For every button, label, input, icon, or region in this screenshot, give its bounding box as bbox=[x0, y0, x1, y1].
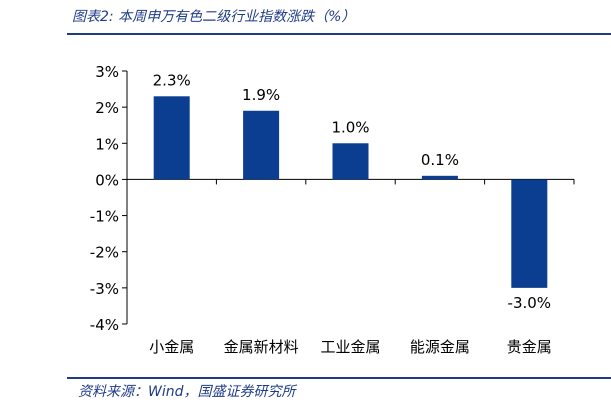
data-label: -3.0% bbox=[508, 294, 552, 312]
bar bbox=[511, 179, 548, 288]
data-label: 2.3% bbox=[153, 71, 191, 89]
y-tick-label: -3% bbox=[90, 280, 119, 298]
category-label: 金属新材料 bbox=[224, 338, 299, 356]
category-label: 贵金属 bbox=[507, 338, 552, 356]
y-tick-label: 0% bbox=[95, 171, 119, 189]
y-tick-label: 3% bbox=[95, 63, 119, 81]
bar bbox=[332, 143, 369, 180]
bar bbox=[421, 175, 458, 180]
chart-bars bbox=[153, 96, 548, 288]
y-tick-label: 2% bbox=[95, 99, 119, 117]
y-tick-label: -1% bbox=[90, 208, 119, 226]
bar bbox=[243, 110, 280, 180]
category-label: 小金属 bbox=[149, 338, 194, 356]
data-label: 0.1% bbox=[421, 151, 459, 169]
bottom-rule bbox=[67, 377, 611, 379]
data-label: 1.0% bbox=[331, 118, 369, 136]
top-rule bbox=[67, 33, 611, 35]
category-label: 能源金属 bbox=[410, 338, 470, 356]
source-note: 资料来源：Wind，国盛证券研究所 bbox=[78, 384, 296, 400]
y-tick-label: -4% bbox=[90, 316, 119, 334]
figure-title: 图表2: 本周申万有色二级行业指数涨跌（%） bbox=[72, 9, 356, 25]
category-label: 工业金属 bbox=[320, 338, 380, 356]
y-tick-label: -2% bbox=[90, 244, 119, 262]
chart-axes bbox=[122, 70, 575, 325]
data-label: 1.9% bbox=[242, 86, 280, 104]
y-tick-label: 1% bbox=[95, 135, 119, 153]
bar bbox=[153, 96, 190, 180]
chart-labels: 3% 2% 1% 0% -1% -2% -3% -4% 2.3% 小金属 1.9% 金属新材料 1.0%… bbox=[90, 63, 552, 356]
